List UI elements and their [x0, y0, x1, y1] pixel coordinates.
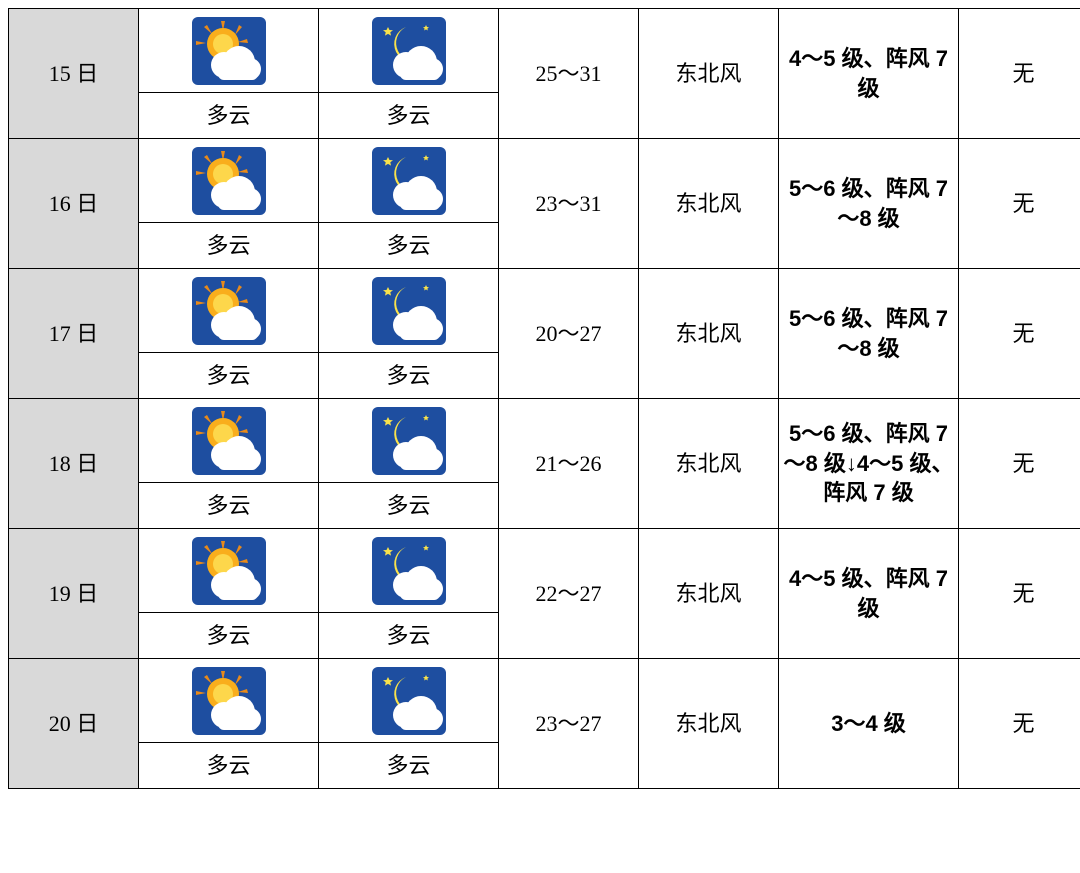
table-row: 20 日23～27东北风3～4 级无: [9, 659, 1080, 743]
night-weather-label: 多云: [319, 353, 499, 399]
date-cell: 19 日: [9, 529, 139, 659]
day-weather-label: 多云: [139, 613, 319, 659]
table-row: 15 日25～31东北风4～5 级、阵风 7 级无: [9, 9, 1080, 93]
temperature-cell: 25～31: [499, 9, 639, 139]
date-cell: 18 日: [9, 399, 139, 529]
wind-direction-cell: 东北风: [639, 269, 779, 399]
wind-direction-cell: 东北风: [639, 139, 779, 269]
day-weather-label: 多云: [139, 743, 319, 789]
table-row: 16 日23～31东北风5～6 级、阵风 7～8 级无: [9, 139, 1080, 223]
wind-direction-cell: 东北风: [639, 529, 779, 659]
night-weather-label: 多云: [319, 223, 499, 269]
day-weather-icon: [139, 269, 319, 353]
temperature-cell: 23～27: [499, 659, 639, 789]
weather-forecast-table: 15 日25～31东北风4～5 级、阵风 7 级无多云多云16 日23～31东北…: [8, 8, 1080, 789]
night-weather-icon: [319, 139, 499, 223]
wind-level-cell: 4～5 级、阵风 7 级: [779, 9, 959, 139]
warning-cell: 无: [959, 399, 1080, 529]
night-weather-label: 多云: [319, 613, 499, 659]
date-cell: 20 日: [9, 659, 139, 789]
table-row: 18 日21～26东北风5～6 级、阵风 7～8 级↓4～5 级、阵风 7 级无: [9, 399, 1080, 483]
temperature-cell: 22～27: [499, 529, 639, 659]
warning-cell: 无: [959, 9, 1080, 139]
wind-direction-cell: 东北风: [639, 9, 779, 139]
night-weather-icon: [319, 269, 499, 353]
temperature-cell: 20～27: [499, 269, 639, 399]
day-weather-label: 多云: [139, 483, 319, 529]
day-weather-icon: [139, 529, 319, 613]
warning-cell: 无: [959, 659, 1080, 789]
night-weather-icon: [319, 529, 499, 613]
wind-level-cell: 5～6 级、阵风 7～8 级: [779, 139, 959, 269]
wind-level-cell: 5～6 级、阵风 7～8 级: [779, 269, 959, 399]
wind-direction-cell: 东北风: [639, 659, 779, 789]
day-weather-icon: [139, 659, 319, 743]
day-weather-label: 多云: [139, 353, 319, 399]
temperature-cell: 21～26: [499, 399, 639, 529]
table-row: 19 日22～27东北风4～5 级、阵风 7 级无: [9, 529, 1080, 613]
night-weather-label: 多云: [319, 743, 499, 789]
date-cell: 15 日: [9, 9, 139, 139]
date-cell: 16 日: [9, 139, 139, 269]
day-weather-icon: [139, 399, 319, 483]
warning-cell: 无: [959, 139, 1080, 269]
temperature-cell: 23～31: [499, 139, 639, 269]
night-weather-icon: [319, 659, 499, 743]
date-cell: 17 日: [9, 269, 139, 399]
day-weather-label: 多云: [139, 223, 319, 269]
wind-level-cell: 4～5 级、阵风 7 级: [779, 529, 959, 659]
night-weather-icon: [319, 399, 499, 483]
day-weather-icon: [139, 9, 319, 93]
night-weather-icon: [319, 9, 499, 93]
table-row: 17 日20～27东北风5～6 级、阵风 7～8 级无: [9, 269, 1080, 353]
warning-cell: 无: [959, 269, 1080, 399]
warning-cell: 无: [959, 529, 1080, 659]
night-weather-label: 多云: [319, 93, 499, 139]
night-weather-label: 多云: [319, 483, 499, 529]
wind-level-cell: 3～4 级: [779, 659, 959, 789]
wind-direction-cell: 东北风: [639, 399, 779, 529]
day-weather-label: 多云: [139, 93, 319, 139]
day-weather-icon: [139, 139, 319, 223]
wind-level-cell: 5～6 级、阵风 7～8 级↓4～5 级、阵风 7 级: [779, 399, 959, 529]
